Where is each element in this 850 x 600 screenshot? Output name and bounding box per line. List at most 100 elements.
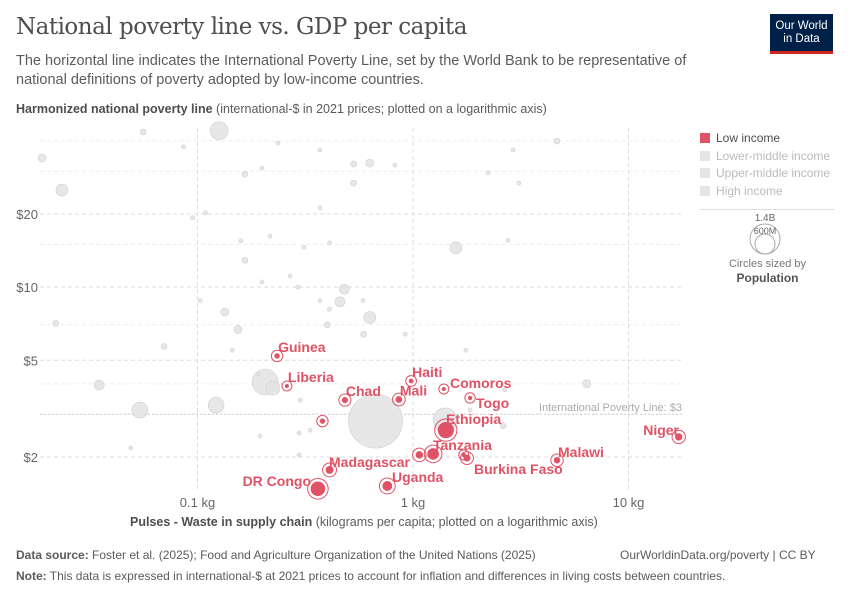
data-point-other	[233, 325, 243, 334]
data-point-other	[297, 397, 303, 403]
data-point-other	[350, 179, 357, 187]
data-point-other	[181, 144, 186, 150]
data-point-other	[463, 347, 469, 353]
credit-link[interactable]: OurWorldinData.org/poverty | CC BY	[620, 548, 816, 562]
data-point-other	[295, 284, 301, 290]
data-point-other	[360, 330, 367, 338]
data-point-low-income	[467, 395, 473, 401]
data-point-other	[207, 396, 225, 414]
chart-title: National poverty line vs. GDP per capita	[16, 14, 467, 40]
note-label: Note:	[16, 569, 47, 583]
data-point-other	[93, 379, 105, 391]
data-point-other	[287, 273, 293, 279]
legend-label: Upper-middle income	[716, 166, 831, 180]
y-axis-label-rest: (international-$ in 2021 prices; plotted…	[212, 102, 547, 116]
legend-item-upper-middle-income[interactable]: Upper-middle income	[700, 166, 830, 180]
data-point-other	[229, 347, 235, 353]
data-label-liberia: Liberia	[288, 369, 334, 385]
data-point-other	[502, 387, 508, 393]
data-point-other	[37, 153, 47, 163]
data-point-other	[467, 407, 473, 413]
data-point-low-income	[675, 433, 683, 441]
data-point-other	[131, 401, 149, 419]
legend-item-high-income[interactable]: High income	[700, 184, 783, 198]
data-point-other	[275, 140, 281, 146]
data-point-low-income	[461, 452, 466, 457]
data-label-comoros: Comoros	[450, 375, 512, 391]
data-point-low-income	[341, 397, 348, 404]
data-point-other	[52, 320, 60, 327]
data-point-low-income	[415, 451, 424, 459]
data-point-other	[203, 210, 208, 216]
data-point-other	[348, 393, 403, 449]
y-axis-label-bold: Harmonized national poverty line	[16, 102, 213, 116]
size-legend-large-label: 1.4B	[754, 213, 776, 224]
data-point-ring	[322, 462, 338, 478]
data-point-other	[220, 307, 230, 317]
data-point-ring	[316, 414, 329, 428]
data-point-other	[197, 298, 203, 303]
data-point-other	[259, 279, 265, 285]
data-point-other	[323, 321, 331, 329]
data-point-other	[365, 158, 375, 168]
chart-subtitle: The horizontal line indicates the Intern…	[16, 53, 687, 88]
data-point-low-income	[325, 465, 334, 474]
data-point-low-income	[274, 353, 280, 359]
data-point-low-income	[437, 422, 454, 439]
data-point-ring	[307, 477, 329, 500]
data-point-low-income	[310, 481, 326, 497]
data-point-other	[160, 343, 168, 350]
size-legend-variable: Population	[736, 271, 799, 285]
data-point-ring	[671, 429, 686, 445]
size-legend-circles	[749, 223, 781, 255]
data-label-niger: Niger	[643, 422, 679, 438]
data-point-ring	[412, 447, 427, 463]
data-point-other	[55, 183, 69, 197]
legend-swatch	[700, 133, 710, 143]
x-axis-label-bold: Pulses - Waste in supply chain	[130, 515, 313, 529]
data-point-other	[301, 244, 307, 250]
legend-swatch	[700, 168, 710, 178]
note-text: This data is expressed in international-…	[46, 569, 726, 583]
data-point-other	[499, 422, 507, 429]
y-tick-label: $2	[24, 450, 38, 465]
data-point-low-income	[382, 481, 393, 491]
data-point-low-income	[284, 383, 289, 388]
poverty-line-label: International Poverty Line: $3	[539, 402, 682, 414]
size-legend-small-circle	[754, 233, 776, 255]
data-point-other	[259, 165, 265, 171]
data-point-ring	[438, 383, 450, 395]
data-point-ring	[338, 393, 352, 407]
legend-swatch	[700, 151, 710, 161]
legend-item-lower-middle-income[interactable]: Lower-middle income	[700, 149, 830, 163]
data-point-ring	[434, 418, 458, 442]
data-point-other	[317, 205, 323, 211]
data-point-low-income	[408, 378, 414, 384]
x-tick-label: 1 kg	[401, 495, 426, 510]
data-label-malawi: Malawi	[558, 444, 604, 460]
data-point-ring	[270, 349, 284, 363]
data-point-other	[265, 380, 281, 396]
data-source: Data source: Foster et al. (2025); Food …	[16, 548, 536, 562]
data-point-other	[241, 257, 249, 264]
legend-divider	[700, 209, 834, 210]
y-tick-label: $10	[16, 280, 38, 295]
owid-logo[interactable]: Our World in Data	[770, 14, 833, 54]
data-label-tanzania: Tanzania	[433, 437, 492, 453]
data-point-other	[553, 137, 561, 145]
data-point-ring	[550, 453, 564, 467]
y-tick-label: $20	[16, 207, 38, 222]
legend-item-low-income[interactable]: Low income	[700, 131, 780, 145]
source-text[interactable]: Foster et al. (2025); Food and Agricultu…	[88, 548, 536, 562]
data-point-other	[267, 233, 273, 239]
data-point-other	[350, 160, 357, 168]
data-point-low-income	[427, 448, 439, 460]
data-point-other	[402, 331, 408, 337]
data-point-ring	[391, 392, 406, 407]
data-point-ring	[281, 380, 293, 392]
data-point-other	[241, 170, 249, 178]
data-point-ring	[378, 477, 396, 495]
data-point-other	[317, 298, 323, 303]
x-axis-label-rest: (kilograms per capita; plotted on a loga…	[312, 515, 598, 529]
